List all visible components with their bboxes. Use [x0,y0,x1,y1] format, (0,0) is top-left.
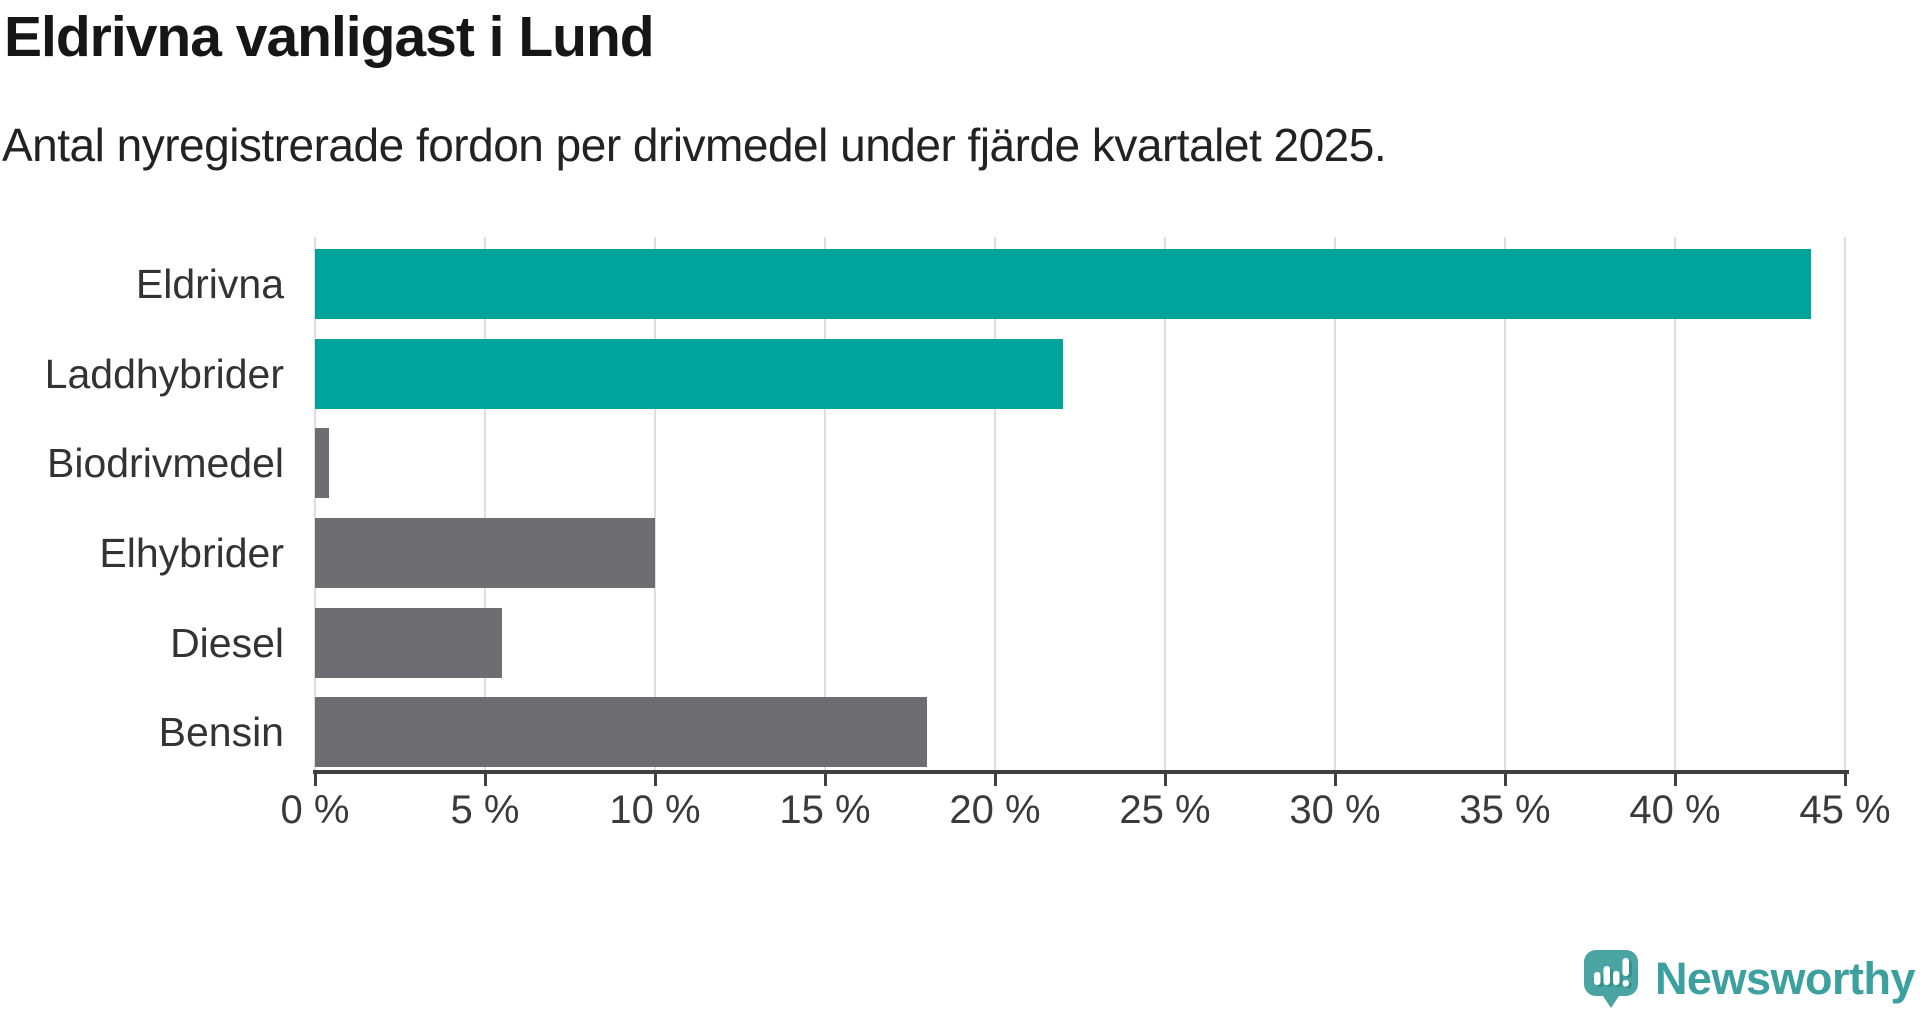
x-axis-tick [653,772,657,786]
x-axis-tick-label: 20 % [949,788,1041,832]
gridline [484,237,486,770]
chart-subtitle: Antal nyregistrerade fordon per drivmede… [2,119,1387,171]
category-label-diesel: Diesel [170,619,284,666]
gridline [1504,237,1506,770]
newsworthy-wordmark: Newsworthy [1654,953,1916,1004]
gridline [824,237,826,770]
bar-eldrivna [315,249,1811,319]
x-axis-tick-label: 45 % [1799,788,1891,832]
category-label-elhybrider: Elhybrider [99,529,284,576]
gridline [1334,237,1336,770]
category-label-bensin: Bensin [158,709,284,756]
bar-elhybrider [315,517,655,588]
newsworthy-logo: Newsworthy [1583,950,1916,1008]
x-axis-tick-label: 10 % [609,788,701,832]
gridline [1674,237,1676,770]
category-label-biodrivmedel: Biodrivmedel [47,440,284,487]
gridline [994,237,996,770]
x-axis-tick-label: 5 % [450,788,520,832]
bar-biodrivmedel [315,428,329,499]
newsworthy-pin-barchart-icon [1583,950,1638,1008]
x-axis-tick-label: 40 % [1629,788,1721,832]
category-label-laddhybrider: Laddhybrider [44,350,284,397]
chart-title: Eldrivna vanligast i Lund [4,5,655,69]
x-axis-tick [483,772,487,786]
x-axis-tick [1843,772,1847,786]
gridline [314,237,316,770]
x-axis-tick-label: 25 % [1119,788,1211,832]
gridline [1844,237,1846,770]
x-axis-tick-label: 30 % [1289,788,1381,832]
x-axis-tick [1673,772,1677,786]
x-axis-tick [993,772,997,786]
gridline [654,237,656,770]
bar-diesel [315,607,502,678]
x-axis-tick-label: 15 % [779,788,871,832]
gridline [1164,237,1166,770]
x-axis-tick-label: 0 % [280,788,350,832]
x-axis-tick [1333,772,1337,786]
x-axis-tick [823,772,827,786]
x-axis-tick [1163,772,1167,786]
category-label-eldrivna: Eldrivna [135,261,284,307]
x-axis-tick [313,772,317,786]
plot-area [314,237,1846,770]
category-axis: Eldrivna Laddhybrider Biodrivmedel Elhybrid… [0,237,284,770]
x-axis-line [313,770,1849,774]
x-axis-tick-label: 35 % [1459,788,1551,832]
bar-bensin [315,697,927,768]
bar-laddhybrider [315,338,1063,409]
x-axis-tick [1503,772,1507,786]
